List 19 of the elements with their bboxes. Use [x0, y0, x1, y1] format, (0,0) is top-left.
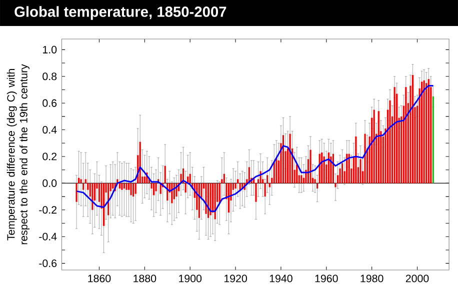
x-tick-label: 1860 — [88, 274, 111, 282]
y-axis-title: Temperature difference (deg C) with respect to the end of the 19th century — [6, 64, 30, 244]
x-tick-label: 1900 — [179, 274, 202, 282]
x-tick-label: 1940 — [270, 274, 292, 282]
y-tick-label: -0.2 — [39, 206, 56, 214]
y-tick-label: 0.4 — [42, 126, 57, 134]
x-tick-label: 1920 — [224, 274, 247, 282]
y-tick-label: 0.6 — [42, 99, 57, 107]
x-tick-label: 1880 — [134, 274, 156, 282]
x-tick-label: 1960 — [315, 274, 338, 282]
chart-title: Global temperature, 1850-2007 — [14, 6, 226, 20]
x-tick-label: 1980 — [360, 274, 384, 282]
y-tick-label: -0.6 — [39, 260, 57, 268]
y-tick-label: 0.2 — [42, 152, 56, 160]
x-tick-label: 2000 — [406, 274, 429, 282]
y-tick-label: 1.0 — [43, 46, 57, 54]
y-tick-label: 0.0 — [42, 179, 57, 187]
y-tick-label: 0.8 — [42, 72, 57, 80]
y-tick-label: -0.4 — [39, 232, 57, 240]
